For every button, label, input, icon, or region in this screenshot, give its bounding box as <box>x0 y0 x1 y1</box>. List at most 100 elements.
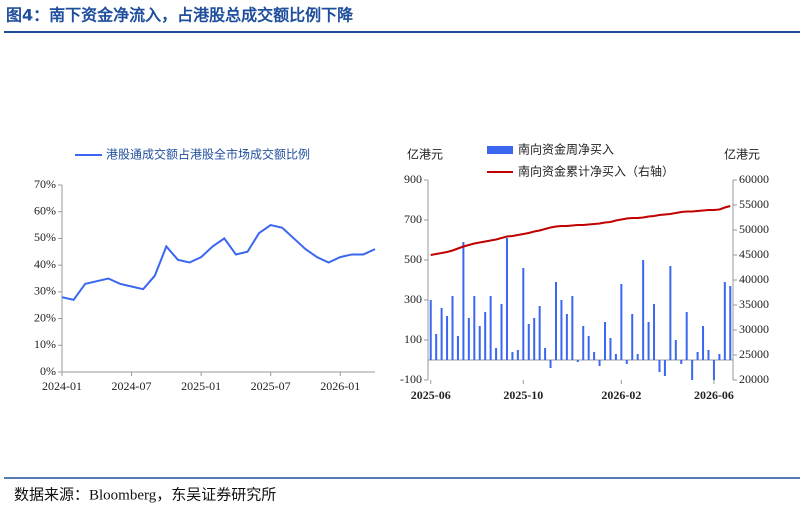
figure-title: 图4：南下资金净流入，占港股总成交额比例下降 <box>6 6 354 25</box>
bar <box>538 306 541 360</box>
bar <box>636 354 639 360</box>
series-line <box>430 205 731 256</box>
y2-tick-label: 40000 <box>739 272 769 286</box>
legend-label: 南向资金周净买入 <box>518 142 614 157</box>
y2-tick-label: 30000 <box>739 322 769 336</box>
bar <box>674 340 677 360</box>
y2-tick-label: 50000 <box>739 222 769 236</box>
bar <box>495 348 498 360</box>
bar <box>598 360 601 366</box>
y-tick-label: 300 <box>404 292 422 306</box>
y2-tick-label: 55000 <box>739 197 769 211</box>
bar <box>712 360 715 380</box>
bar <box>549 360 552 368</box>
bar <box>582 326 585 360</box>
bar <box>489 296 492 360</box>
bar <box>631 314 634 360</box>
bar <box>440 308 443 360</box>
bar <box>462 242 465 360</box>
bar <box>516 350 519 360</box>
bar <box>554 282 557 360</box>
bar <box>571 296 574 360</box>
legend-swatch <box>487 146 513 154</box>
y-tick-label: 700 <box>404 212 422 226</box>
bar <box>593 352 596 360</box>
y2-tick-label: 45000 <box>739 247 769 261</box>
y-tick-label: 500 <box>404 252 422 266</box>
legend-label: 南向资金累计净买入（右轴） <box>518 164 674 179</box>
bar <box>723 282 726 360</box>
bar <box>505 238 508 360</box>
y-tick-label: 40% <box>34 257 56 271</box>
x-tick-label: 2026-01 <box>320 379 360 393</box>
bar <box>522 268 525 360</box>
bar <box>702 326 705 360</box>
bar <box>729 286 732 360</box>
y-tick-label: 20% <box>34 310 56 324</box>
y-axis-unit: 亿港元 <box>407 147 443 162</box>
bar <box>647 322 650 360</box>
x-tick-label: 2025-01 <box>181 379 221 393</box>
bar <box>429 300 432 360</box>
bar <box>625 360 628 364</box>
x-tick-label: 2024-07 <box>112 379 152 393</box>
bar <box>620 284 623 360</box>
x-tick-label: 2026-06 <box>694 388 734 402</box>
bar <box>456 336 459 360</box>
bar <box>691 360 694 380</box>
x-tick-label: 2025-10 <box>503 388 543 402</box>
bar <box>576 360 579 362</box>
y-tick-label: 10% <box>34 337 56 351</box>
source-note: 数据来源：Bloomberg，东吴证券研究所 <box>14 486 276 503</box>
bar <box>565 314 568 360</box>
y2-tick-label: 60000 <box>739 172 769 186</box>
y2-tick-label: 35000 <box>739 297 769 311</box>
bar <box>658 360 661 372</box>
bar <box>500 304 503 360</box>
bar <box>446 316 449 360</box>
bar <box>707 350 710 360</box>
x-tick-label: 2026-02 <box>601 388 641 402</box>
bar <box>718 354 721 360</box>
y-tick-label: 0% <box>40 364 56 378</box>
bar <box>663 360 666 376</box>
series-line <box>61 223 376 301</box>
y-tick-label: 50% <box>34 230 56 244</box>
bar <box>642 260 645 360</box>
bar <box>614 354 617 360</box>
y-tick-label: 60% <box>34 203 56 217</box>
y-tick-label: 900 <box>404 172 422 186</box>
bar <box>685 312 688 360</box>
bar <box>544 348 547 360</box>
y2-tick-label: 25000 <box>739 347 769 361</box>
y-tick-label: 30% <box>34 284 56 298</box>
bar <box>653 304 656 360</box>
bar <box>473 296 476 360</box>
bar <box>680 360 683 364</box>
bar <box>467 318 470 360</box>
bar <box>478 326 481 360</box>
bar <box>511 352 514 360</box>
bar <box>587 336 590 360</box>
bar <box>527 324 530 360</box>
bar <box>451 296 454 360</box>
bar <box>560 300 563 360</box>
bar <box>696 352 699 360</box>
bar <box>533 318 536 360</box>
y-tick-label: 70% <box>34 177 56 191</box>
bar <box>604 322 607 360</box>
bar <box>669 266 672 360</box>
bar <box>609 338 612 360</box>
y2-tick-label: 20000 <box>739 372 769 386</box>
bar <box>484 312 487 360</box>
y-tick-label: 100 <box>404 332 422 346</box>
legend-label: 港股通成交额占港股全市场成交额比例 <box>106 147 310 162</box>
x-tick-label: 2025-06 <box>411 388 451 402</box>
x-tick-label: 2024-01 <box>42 379 82 393</box>
x-tick-label: 2025-07 <box>251 379 291 393</box>
bar <box>435 334 438 360</box>
y2-axis-unit: 亿港元 <box>724 147 760 162</box>
y-tick-label: -100 <box>400 372 422 386</box>
